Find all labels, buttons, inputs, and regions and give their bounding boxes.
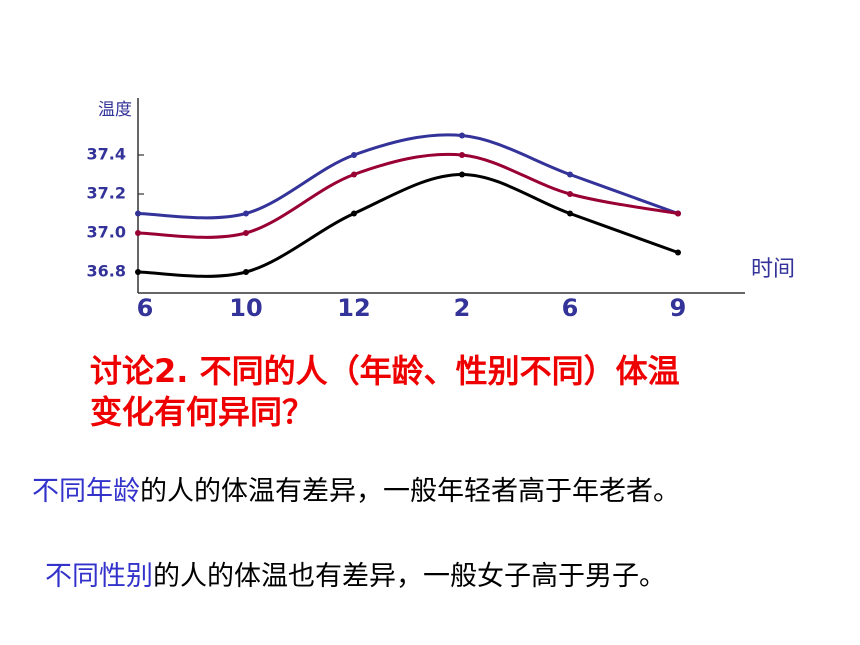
question-line: 变化有何异同？: [90, 393, 314, 431]
y-tick-label: 37.4: [87, 145, 126, 164]
data-point: [459, 132, 465, 139]
data-point: [351, 152, 357, 158]
x-tick-label: 10: [229, 294, 262, 322]
data-point: [351, 210, 357, 217]
series-line: [137, 133, 679, 220]
data-point: [351, 171, 357, 178]
series-line: [137, 152, 679, 239]
x-tick-label: 6: [137, 294, 154, 322]
y-tick-label: 36.8: [87, 262, 126, 281]
y-tick-label: 37.0: [87, 223, 126, 242]
series-line: [137, 172, 679, 278]
question-line: 讨论2. 不同的人（年龄、性别不同）体温: [90, 352, 680, 390]
data-point: [459, 171, 465, 178]
answer: 不同性别的人的体温也有差异，一般女子高于男子。: [45, 561, 666, 592]
y-axis-label: 温度: [98, 100, 132, 120]
answer-highlight: 不同年龄: [32, 476, 140, 507]
answer-text: 的人的体温也有差异，一般女子高于男子。: [153, 561, 666, 592]
data-point: [243, 230, 249, 236]
data-point: [135, 230, 141, 236]
data-point: [243, 210, 249, 217]
data-point: [675, 249, 681, 256]
answer-highlight: 不同性别: [45, 561, 153, 592]
data-point: [459, 152, 465, 158]
data-point: [243, 269, 249, 275]
y-tick-label: 37.2: [87, 184, 126, 203]
x-tick-label: 12: [337, 294, 370, 322]
x-tick-label: 2: [454, 294, 471, 322]
data-point: [567, 210, 573, 217]
data-point: [135, 210, 141, 217]
answer: 不同年龄的人的体温有差异，一般年轻者高于年老者。: [32, 476, 680, 507]
data-point: [567, 171, 573, 178]
x-tick-label: 6: [562, 294, 579, 322]
x-axis-label: 时间: [751, 257, 795, 282]
data-point: [675, 210, 681, 217]
data-point: [135, 269, 141, 275]
x-tick-label: 9: [670, 294, 687, 322]
data-point: [567, 191, 573, 197]
answer-text: 的人的体温有差异，一般年轻者高于年老者。: [140, 476, 680, 507]
